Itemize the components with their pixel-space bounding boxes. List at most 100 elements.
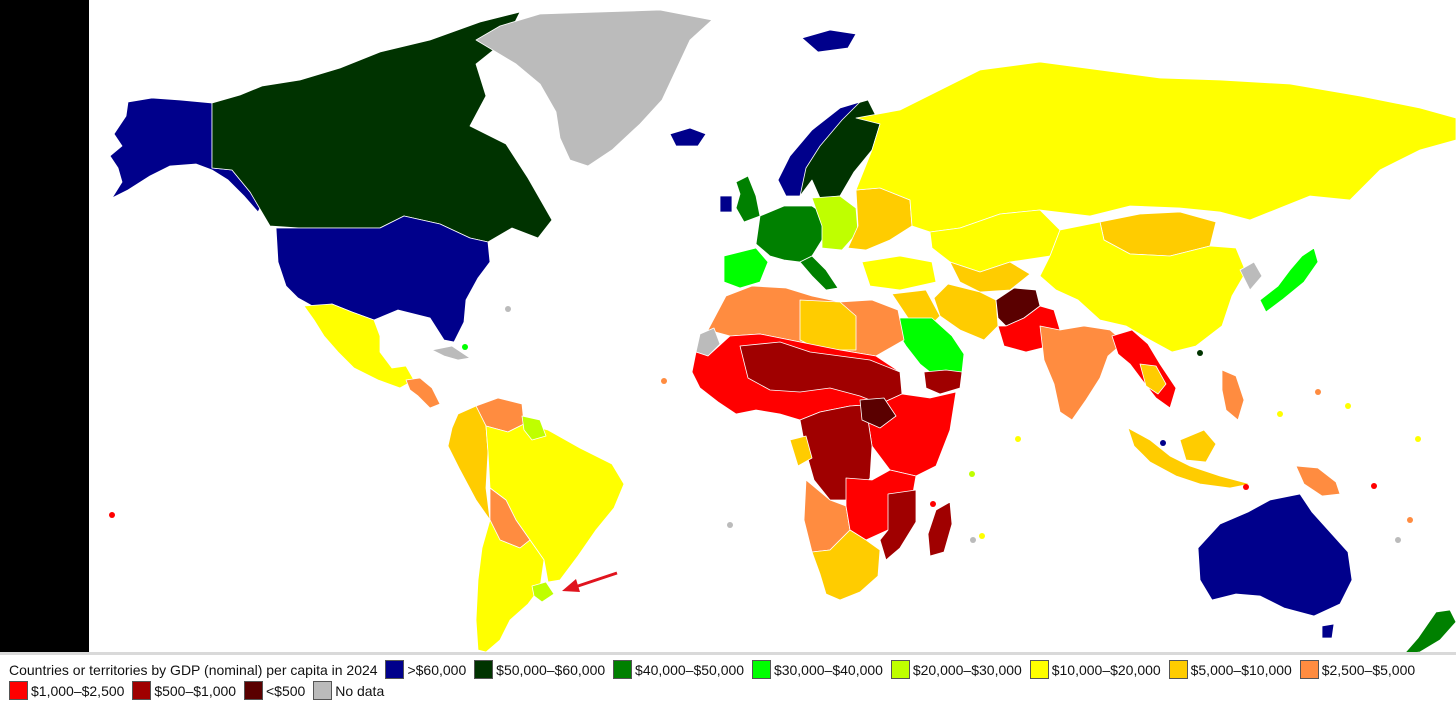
legend-label: $2,500–$5,000 bbox=[1321, 662, 1416, 678]
island-marker bbox=[1415, 436, 1421, 442]
island-marker bbox=[727, 522, 733, 528]
legend-label: $30,000–$40,000 bbox=[773, 662, 883, 678]
region-mozambique bbox=[879, 489, 917, 561]
legend-label: $40,000–$50,000 bbox=[635, 662, 745, 678]
world-map-svg bbox=[109, 9, 1456, 655]
legend-title: Countries or territories by GDP (nominal… bbox=[9, 662, 378, 678]
region-papua-new-guinea bbox=[1295, 465, 1341, 497]
region-australia bbox=[1197, 493, 1353, 617]
map-bottom-border bbox=[0, 652, 1456, 655]
red-arrow-annotation bbox=[562, 571, 618, 592]
region-yemen bbox=[923, 369, 963, 395]
region-gabon-area bbox=[789, 435, 813, 467]
region-japan bbox=[1259, 247, 1319, 313]
island-marker bbox=[969, 471, 975, 477]
legend-swatch bbox=[1299, 660, 1319, 679]
region-central-africa bbox=[799, 403, 881, 501]
island-marker bbox=[979, 533, 985, 539]
legend-label: $500–$1,000 bbox=[154, 683, 237, 699]
region-tasmania bbox=[1321, 623, 1335, 639]
region-andes bbox=[447, 405, 491, 521]
legend-swatch bbox=[313, 681, 333, 700]
legend-item: $20,000–$30,000 bbox=[890, 660, 1026, 679]
region-ireland bbox=[719, 195, 733, 213]
legend-swatch bbox=[751, 660, 771, 679]
region-argentina-chile bbox=[475, 519, 545, 653]
region-italy bbox=[799, 255, 839, 291]
world-map bbox=[89, 0, 1456, 655]
island-marker bbox=[970, 537, 976, 543]
region-central-america bbox=[405, 377, 441, 409]
island-marker bbox=[1277, 411, 1283, 417]
region-usa bbox=[275, 215, 491, 343]
island-marker bbox=[1243, 484, 1249, 490]
region-iberia bbox=[723, 247, 769, 289]
region-turkey bbox=[861, 255, 937, 291]
region-mexico bbox=[303, 303, 415, 389]
island-marker bbox=[1160, 440, 1166, 446]
region-new-zealand bbox=[1403, 609, 1456, 655]
left-black-bar bbox=[0, 0, 89, 655]
region-south-sudan bbox=[859, 397, 897, 429]
island-marker bbox=[1197, 350, 1203, 356]
legend-item: $40,000–$50,000 bbox=[613, 660, 748, 679]
legend-label: $20,000–$30,000 bbox=[912, 662, 1022, 678]
island-markers bbox=[109, 306, 1421, 543]
legend-item: No data bbox=[313, 681, 388, 700]
island-marker bbox=[1371, 483, 1377, 489]
region-india bbox=[1039, 325, 1125, 421]
legend-item: $5,000–$10,000 bbox=[1168, 660, 1296, 679]
island-marker bbox=[1345, 403, 1351, 409]
region-cuba bbox=[431, 345, 471, 361]
legend-item: $50,000–$60,000 bbox=[474, 660, 609, 679]
region-guianas bbox=[521, 415, 547, 441]
legend-swatch bbox=[243, 681, 263, 700]
region-uruguay bbox=[531, 581, 555, 603]
region-arabia bbox=[891, 289, 941, 325]
region-uk bbox=[735, 175, 761, 223]
region-central-asia bbox=[949, 261, 1031, 293]
legend-swatch bbox=[474, 660, 494, 679]
map-legend: Countries or territories by GDP (nominal… bbox=[9, 660, 1439, 702]
legend-label: $10,000–$20,000 bbox=[1051, 662, 1161, 678]
region-south-africa bbox=[811, 529, 881, 601]
legend-swatch bbox=[890, 660, 910, 679]
region-korea bbox=[1239, 261, 1263, 291]
legend-swatch bbox=[1029, 660, 1049, 679]
region-china bbox=[1039, 221, 1247, 353]
legend-item: <$500 bbox=[243, 681, 309, 700]
legend-item: $2,500–$5,000 bbox=[1299, 660, 1419, 679]
region-norway bbox=[777, 101, 861, 197]
island-marker bbox=[109, 512, 115, 518]
legend-swatch bbox=[132, 681, 152, 700]
legend-swatch bbox=[613, 660, 633, 679]
legend-item: $10,000–$20,000 bbox=[1029, 660, 1165, 679]
legend-item: $500–$1,000 bbox=[132, 681, 240, 700]
island-marker bbox=[661, 378, 667, 384]
legend-label: $1,000–$2,500 bbox=[31, 683, 125, 699]
region-libya bbox=[799, 299, 857, 351]
region-thailand bbox=[1139, 363, 1167, 395]
region-eastern-europe bbox=[811, 195, 859, 251]
island-marker bbox=[462, 344, 468, 350]
region-borneo bbox=[1179, 429, 1217, 463]
region-western-sahara bbox=[695, 327, 721, 357]
legend-swatch bbox=[385, 660, 405, 679]
island-marker bbox=[1015, 436, 1021, 442]
legend-label: $5,000–$10,000 bbox=[1190, 662, 1292, 678]
legend-swatch bbox=[9, 681, 28, 700]
island-marker bbox=[1395, 537, 1401, 543]
legend-item: >$60,000 bbox=[385, 660, 470, 679]
legend-label: No data bbox=[335, 683, 385, 699]
legend-label: >$60,000 bbox=[407, 662, 467, 678]
legend-label: $50,000–$60,000 bbox=[496, 662, 606, 678]
region-greenland bbox=[475, 9, 713, 167]
region-madagascar bbox=[927, 501, 953, 557]
region-indonesia bbox=[1127, 427, 1251, 489]
region-philippines bbox=[1221, 369, 1245, 421]
island-marker bbox=[1407, 517, 1413, 523]
island-marker bbox=[930, 501, 936, 507]
region-svalbard bbox=[801, 29, 857, 53]
legend-item: $30,000–$40,000 bbox=[751, 660, 887, 679]
island-marker bbox=[505, 306, 511, 312]
